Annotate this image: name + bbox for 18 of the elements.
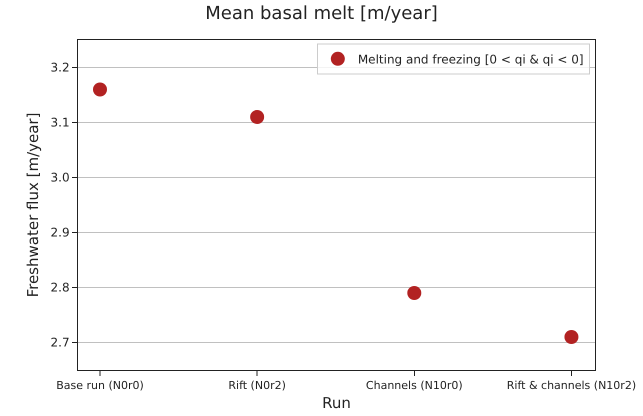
y-tick-label: 2.9 — [50, 226, 70, 240]
point — [564, 330, 578, 344]
y-tick-label: 2.7 — [50, 336, 70, 350]
point — [250, 110, 264, 124]
y-tick-label: 2.8 — [50, 280, 70, 295]
chart-title: Mean basal melt [m/year] — [205, 2, 438, 24]
y-tick-label: 3.2 — [50, 60, 70, 75]
x-tick-label: Rift (N0r2) — [228, 379, 286, 392]
point — [407, 286, 422, 300]
y-axis-title: Freshwater flux [m/year] — [24, 112, 42, 298]
x-axis-title: Run — [322, 394, 351, 412]
y-tick-label: 3.0 — [50, 170, 70, 185]
x-tick-label: Rift & channels (N10r2) — [506, 379, 636, 392]
y-tick-label: 3.1 — [50, 116, 70, 130]
legend-label: Melting and freezing [0 < qi & qi < 0] — [358, 52, 584, 66]
point — [93, 82, 107, 96]
x-tick-label: Base run (N0r0) — [56, 379, 144, 392]
x-tick-label: Channels (N10r0) — [366, 379, 463, 392]
